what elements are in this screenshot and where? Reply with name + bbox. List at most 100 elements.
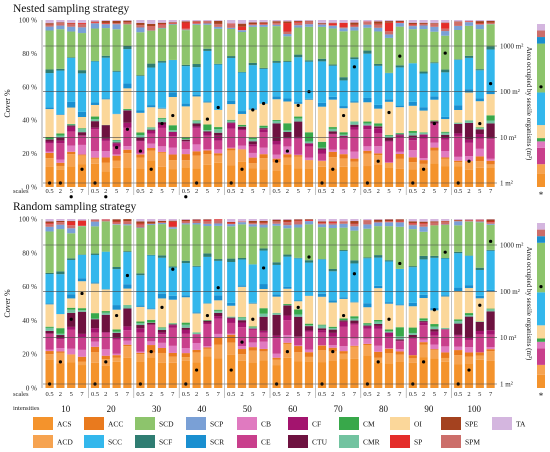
bar-segment-OI [227, 305, 236, 317]
bar-segment-SCR [136, 305, 145, 307]
bar-segment-CB [168, 147, 177, 155]
right-tick-label: 1000 m² [500, 43, 523, 51]
bar-segment-CE [339, 326, 348, 347]
intensity-label: 90 [424, 404, 434, 414]
scale-label: 0.5 [136, 391, 144, 398]
bar-segment-CB [328, 345, 337, 348]
bar-segment-CF [272, 335, 281, 339]
bar-segment-SCR [67, 101, 76, 108]
bar-segment-SCR [317, 293, 327, 297]
area-point [489, 239, 493, 243]
bar-segment-SPM [328, 25, 337, 26]
bar-segment-SCC [56, 70, 65, 115]
area-point [58, 360, 63, 364]
bar-segment-CTU [56, 137, 65, 141]
scale-label: 7 [353, 391, 357, 398]
bar-segment-SPM [112, 222, 121, 225]
bar-segment-SCR [294, 102, 303, 104]
bar-segment-ACS [430, 163, 439, 187]
bar-segment-CMR [294, 314, 303, 317]
bar-segment-SP [136, 223, 145, 225]
bar-segment-SPM [192, 22, 201, 24]
area-point [104, 360, 108, 364]
bar-segment-CMR [136, 323, 145, 326]
bar-segment-CB [248, 342, 257, 348]
scale-label: 0.5 [46, 188, 54, 195]
bar-segment-CE [395, 137, 404, 152]
bar-segment-SPE [136, 22, 145, 25]
bar-segment-SPM [56, 23, 65, 26]
bar-segment-SCD [203, 226, 212, 254]
legend-swatch-CB [237, 417, 257, 430]
category-swatch-ACS [537, 173, 545, 187]
bar-segment-ACD [77, 361, 87, 366]
bar-segment-SCR [441, 116, 450, 120]
bar-segment-SCR [77, 111, 87, 117]
bar-segment-ACD [464, 161, 474, 170]
bar-segment-SPM [90, 220, 100, 222]
area-point [539, 85, 543, 89]
bar-segment-SCF [486, 46, 495, 50]
bar-segment-OI [475, 298, 484, 322]
right-tick-label: 1 m² [500, 381, 513, 389]
bar-segment-OI [101, 289, 110, 312]
bar-segment-CMR [112, 331, 121, 333]
bar-segment-CTU [136, 137, 145, 141]
bar-segment-TA [419, 20, 428, 23]
bar-segment-SCC [419, 73, 428, 108]
bar-segment-CM [328, 326, 337, 328]
bar-segment-ACS [374, 362, 383, 388]
bar-segment-ACS [395, 361, 404, 388]
bar-segment-ACC [408, 355, 417, 359]
bar-segment-CE [67, 329, 76, 349]
area-point [342, 313, 346, 318]
bar-segment-OI [112, 309, 121, 330]
bar-segment-CB [90, 151, 100, 158]
bar-segment-CF [77, 333, 87, 338]
bar-segment-CM [90, 313, 100, 319]
area-point [478, 303, 482, 307]
bar-segment-OI [408, 306, 417, 328]
bar-segment-CM [136, 321, 145, 324]
bar-segment-SCP [123, 224, 132, 226]
bar-segment-SCP [259, 224, 268, 228]
area-point [296, 305, 300, 310]
bar-segment-CF [203, 132, 212, 136]
bar-segment-SCR [294, 300, 303, 302]
bar-segment-SP [227, 23, 236, 25]
bar-segment-ACC [227, 334, 236, 343]
bar-segment-CM [441, 131, 450, 133]
bar-segment-SCC [454, 253, 463, 288]
bar-segment-CE [475, 334, 484, 353]
bar-segment-SPM [123, 22, 132, 25]
bar-segment-CB [454, 346, 463, 351]
bar-segment-ACD [192, 155, 201, 169]
bar-segment-CE [454, 135, 463, 157]
bar-segment-TA [214, 20, 223, 21]
bar-segment-CTU [408, 135, 417, 138]
bar-segment-SCC [374, 65, 383, 105]
bar-segment-CTU [395, 339, 404, 341]
bar-segment-ACD [419, 344, 428, 358]
legend-swatch-CE [237, 435, 257, 448]
scale-label: 5 [115, 391, 118, 398]
bar-segment-CB [350, 151, 359, 159]
bar-segment-TA [395, 20, 404, 21]
bar-segment-CE [328, 134, 337, 150]
bar-segment-CE [192, 127, 201, 145]
bar-segment-SCR [147, 105, 156, 108]
bar-segment-TA [192, 219, 201, 220]
bar-segment-SCR [486, 289, 495, 292]
bar-segment-CB [339, 149, 348, 155]
bar-segment-CF [441, 137, 450, 140]
bar-segment-CMR [56, 135, 65, 138]
bar-segment-SCC [408, 63, 417, 102]
bar-segment-CB [283, 335, 292, 343]
bar-segment-OI [248, 303, 257, 327]
category-swatch-TA [537, 24, 545, 31]
bar-segment-SPM [317, 24, 327, 25]
legend-swatch-SCC [84, 435, 104, 448]
bar-segment-SCC [147, 255, 156, 309]
bar-segment-SCD [363, 27, 372, 51]
category-swatch-ACS [537, 374, 545, 388]
